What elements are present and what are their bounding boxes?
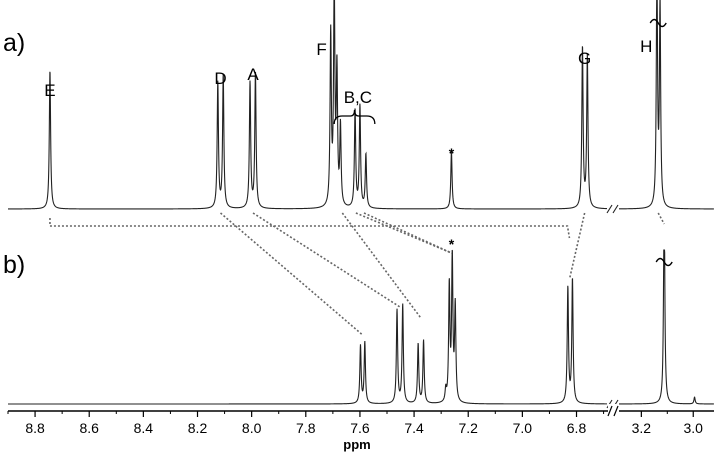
peak-label-b-c: B,C — [344, 88, 372, 107]
correlation-line-1 — [49, 218, 571, 239]
truncation-mark-a — [649, 18, 667, 28]
correlation-line-7 — [568, 212, 586, 279]
x-axis-break-slash-2 — [613, 405, 619, 417]
panel-a-label: a) — [3, 29, 25, 57]
peak-label-f: F — [316, 40, 326, 59]
correlation-lines — [49, 212, 665, 336]
correlation-line-2 — [219, 212, 364, 336]
peak-annotations: E D A F B,C * G H * — [44, 18, 673, 267]
x-axis: 8.8 8.6 8.4 8.2 8.0 7.8 7.6 7.4 7.2 7.0 6.8 3.2 3.0 — [7, 404, 714, 436]
spectrum-a-segment-1 — [8, 0, 609, 210]
spectrum-traces — [8, 0, 714, 410]
peak-label-h: H — [640, 37, 652, 56]
x-tick-label-6.8: 6.8 — [567, 420, 587, 436]
correlation-line-8 — [657, 212, 665, 225]
bc-brace — [333, 109, 376, 125]
correlation-line-4 — [341, 212, 422, 319]
axis-break-a-slash-1 — [606, 204, 613, 214]
spectrum-b-segment-2 — [618, 249, 714, 405]
x-tick-label-7.4: 7.4 — [404, 420, 424, 436]
panel-b-label: b) — [3, 251, 25, 279]
x-axis-label: ppm — [343, 437, 370, 452]
x-tick-label-8.8: 8.8 — [25, 420, 45, 436]
x-tick-label-8.6: 8.6 — [79, 420, 99, 436]
x-tick-label-3.2: 3.2 — [632, 420, 652, 436]
x-tick-label-8.2: 8.2 — [188, 420, 208, 436]
spectrum-a-segment-2 — [618, 0, 714, 210]
x-tick-label-8.4: 8.4 — [134, 420, 154, 436]
peak-label-e: E — [44, 81, 55, 100]
axis-break-a-slash-2 — [612, 204, 619, 214]
x-tick-label-3.0: 3.0 — [684, 420, 704, 436]
peak-label-solvent: * — [449, 145, 455, 161]
x-tick-label-7.0: 7.0 — [513, 420, 533, 436]
truncation-mark-b — [655, 257, 673, 267]
x-tick-label-8.0: 8.0 — [242, 420, 262, 436]
correlation-line-6 — [363, 212, 452, 254]
peak-label-d: D — [214, 69, 226, 88]
peak-label-a: A — [247, 65, 259, 84]
peak-label-g: G — [578, 49, 591, 68]
x-tick-label-7.8: 7.8 — [296, 420, 316, 436]
x-tick-label-7.2: 7.2 — [458, 420, 478, 436]
spectrum-b-segment-1 — [8, 249, 609, 405]
peak-label-solvent-b: * — [449, 236, 455, 252]
x-axis-break-gap — [608, 404, 619, 418]
correlation-line-3 — [252, 212, 401, 308]
x-axis-break-slash-1 — [607, 405, 613, 417]
correlation-line-5 — [355, 212, 452, 254]
x-tick-label-7.6: 7.6 — [350, 420, 370, 436]
axis-break-a-gap — [607, 203, 619, 215]
